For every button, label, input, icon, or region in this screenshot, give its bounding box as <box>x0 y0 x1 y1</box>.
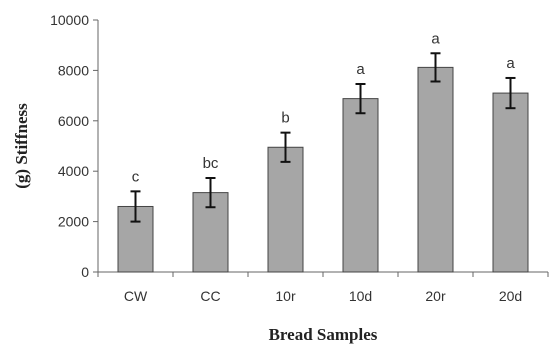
error-bar-cw <box>130 190 141 223</box>
error-bar-20r <box>430 52 441 83</box>
significance-label-10r: b <box>281 110 289 127</box>
y-axis-title: (g) Stiffness <box>12 103 31 189</box>
bar-20d <box>492 92 529 273</box>
y-tick-label: 2000 <box>58 214 89 230</box>
y-tick-label: 4000 <box>58 163 89 179</box>
x-tick-label-10d: 10d <box>349 288 372 304</box>
significance-label-10d: a <box>356 61 365 78</box>
significance-label-20r: a <box>431 30 440 47</box>
bar-10d <box>342 98 379 273</box>
y-tick-label: 6000 <box>58 113 89 129</box>
x-tick-label-10r: 10r <box>275 288 296 304</box>
x-tick-label-cc: CC <box>200 288 220 304</box>
error-bar-10r <box>280 131 291 163</box>
error-bar-cc <box>205 177 216 209</box>
bar-20r <box>417 66 454 273</box>
bar-10r <box>267 146 304 273</box>
significance-labels-group: c bc b a a a <box>132 30 516 185</box>
error-bars-group <box>130 52 516 223</box>
error-bar-10d <box>355 83 366 115</box>
bars-group <box>117 66 529 273</box>
error-bar-20d <box>505 76 516 110</box>
y-tick-label: 8000 <box>58 62 89 78</box>
x-tick-label-20r: 20r <box>425 288 446 304</box>
x-axis: CW CC 10r 10d 20r 20d <box>97 271 549 304</box>
y-tick-label: 0 <box>81 264 89 280</box>
y-tick-label: 10000 <box>50 12 89 28</box>
significance-label-cw: c <box>132 168 140 185</box>
x-tick-label-20d: 20d <box>499 288 522 304</box>
y-axis: 0 2000 4000 6000 8000 10000 <box>50 12 99 280</box>
x-axis-title: Bread Samples <box>269 325 378 344</box>
significance-label-20d: a <box>506 55 515 72</box>
significance-label-cc: bc <box>203 155 219 172</box>
x-tick-label-cw: CW <box>124 288 148 304</box>
